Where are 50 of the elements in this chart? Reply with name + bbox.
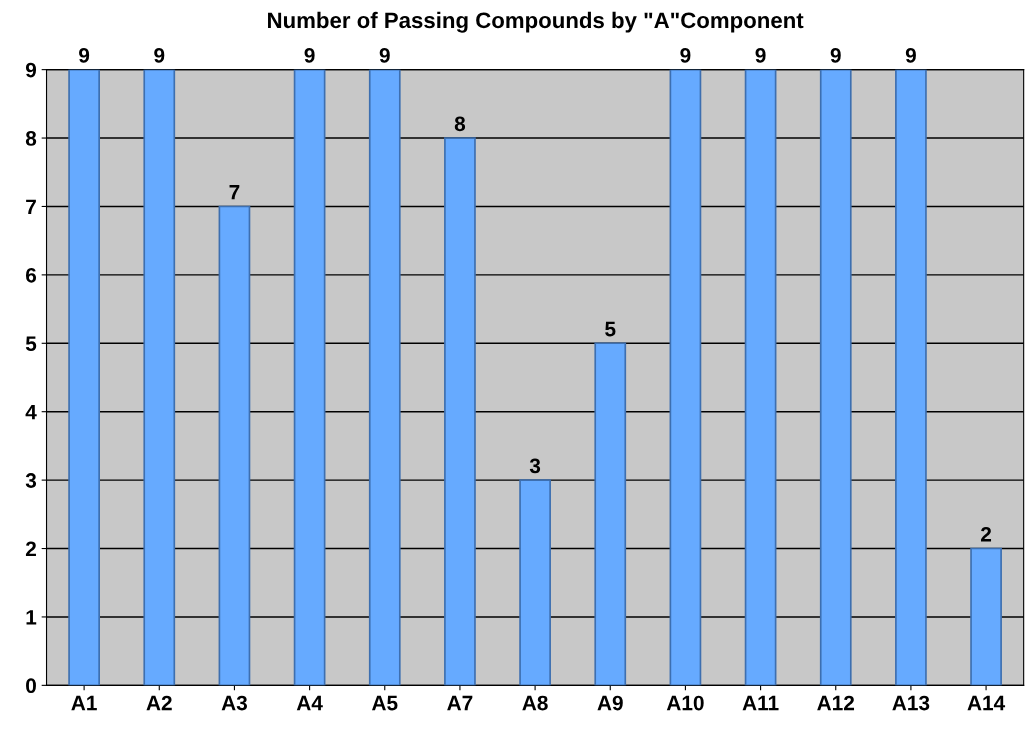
data-label: 9 bbox=[379, 47, 390, 63]
y-tick-label: 3 bbox=[25, 473, 37, 488]
x-tick-label: A1 bbox=[71, 695, 97, 711]
bar bbox=[444, 137, 476, 686]
bar bbox=[819, 69, 852, 686]
x-tick-label: A8 bbox=[522, 695, 548, 711]
x-tick-label: A14 bbox=[967, 695, 1006, 711]
bar bbox=[970, 547, 1002, 686]
x-tick-label: A12 bbox=[817, 695, 855, 711]
bar bbox=[594, 342, 627, 686]
bar bbox=[744, 69, 777, 686]
y-tick-label: 0 bbox=[26, 678, 36, 694]
y-tick-label: 8 bbox=[25, 131, 37, 146]
x-tick-label: A9 bbox=[597, 695, 623, 711]
y-tick-label: 7 bbox=[26, 199, 36, 215]
y-tick-label: 6 bbox=[25, 267, 37, 283]
x-tick-label: A4 bbox=[296, 695, 323, 711]
data-label: 7 bbox=[229, 185, 240, 200]
x-tick-label: A10 bbox=[666, 695, 704, 711]
data-label: 9 bbox=[755, 47, 766, 63]
x-tick-label: A7 bbox=[447, 695, 473, 711]
data-label: 8 bbox=[454, 116, 466, 132]
x-tick-label: A3 bbox=[221, 695, 247, 711]
y-tick-label: 5 bbox=[25, 336, 37, 352]
x-tick-label: A2 bbox=[146, 695, 172, 711]
y-tick-label: 4 bbox=[25, 404, 37, 420]
chart-title: Number of Passing Compounds by "A"Component bbox=[268, 11, 804, 33]
x-tick-label: A13 bbox=[892, 695, 930, 711]
data-label: 9 bbox=[154, 47, 165, 63]
x-tick-label: A5 bbox=[371, 695, 398, 711]
data-label: 9 bbox=[304, 47, 315, 63]
bar bbox=[293, 69, 326, 686]
bar bbox=[669, 69, 702, 686]
data-label: 9 bbox=[905, 47, 916, 63]
data-label: 9 bbox=[830, 47, 841, 63]
data-label: 2 bbox=[981, 526, 992, 542]
bar bbox=[368, 69, 401, 686]
bar bbox=[68, 69, 100, 686]
x-tick-label: A11 bbox=[742, 695, 779, 711]
bar bbox=[519, 479, 551, 686]
data-label: 3 bbox=[529, 458, 541, 474]
data-label: 9 bbox=[79, 47, 90, 63]
bar bbox=[143, 69, 176, 686]
y-tick-label: 1 bbox=[26, 610, 37, 625]
y-tick-label: 9 bbox=[25, 62, 37, 78]
y-tick-label: 2 bbox=[25, 541, 36, 557]
data-label: 9 bbox=[680, 47, 691, 63]
bar bbox=[895, 69, 927, 686]
bar bbox=[218, 205, 251, 686]
data-label: 5 bbox=[605, 321, 616, 337]
